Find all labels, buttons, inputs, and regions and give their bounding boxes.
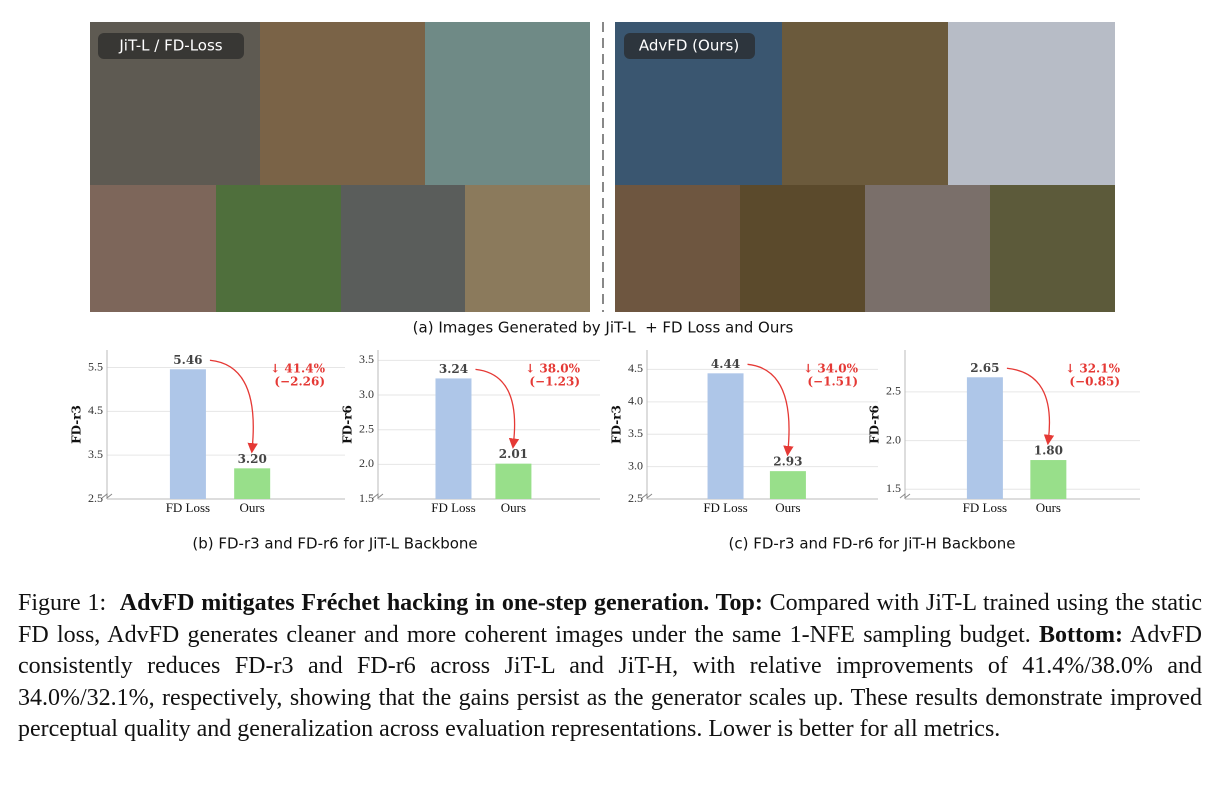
label-box <box>98 33 244 59</box>
y-tick-label: 1.5 <box>886 481 901 495</box>
figure-caption: Figure 1: AdvFD mitigates Fréchet hackin… <box>18 588 1202 746</box>
y-tick-label: 2.5 <box>88 491 103 505</box>
value-label: 2.01 <box>499 447 528 461</box>
x-tick-label: Ours <box>1036 500 1061 515</box>
y-axis-label: FD-r3 <box>610 405 624 444</box>
caption-bold: AdvFD mitigates Fréchet hacking in one-s… <box>119 590 763 616</box>
axis-break <box>372 492 384 500</box>
x-tick-label: FD Loss <box>431 500 475 515</box>
y-tick-label: 3.0 <box>359 387 374 401</box>
image <box>782 22 948 185</box>
value-label: 2.93 <box>773 455 802 469</box>
image <box>216 185 341 312</box>
subcaption: (c) FD-r3 and FD-r6 for JiT-H Backbone <box>729 535 1016 553</box>
value-label: 3.24 <box>439 362 468 376</box>
y-tick-label: 4.0 <box>628 394 643 408</box>
image <box>341 185 465 312</box>
annotation: ↓ 34.0% <box>803 362 858 376</box>
annotation: (−0.85) <box>1069 375 1120 389</box>
y-axis-label: FD-r6 <box>341 405 355 444</box>
annotation: ↓ 38.0% <box>525 362 580 376</box>
figure: JiT-L / FD-Loss AdvFD (Ours) (a) Images … <box>70 22 1140 553</box>
y-axis-label: FD-r6 <box>868 405 882 444</box>
image <box>990 185 1115 312</box>
axis-break <box>899 492 911 500</box>
subcaption: (a) Images Generated by JiT-L + FD Loss … <box>413 319 794 337</box>
caption-text: Compared with JiT-L trained using the st… <box>18 590 1203 648</box>
image <box>425 22 590 185</box>
image <box>260 22 425 185</box>
bar <box>769 471 806 499</box>
annotation: (−1.51) <box>807 375 858 389</box>
x-tick-label: FD Loss <box>703 500 747 515</box>
value-label: 5.46 <box>173 353 202 367</box>
arrow <box>209 359 258 454</box>
bar <box>435 378 472 499</box>
y-tick-label: 4.5 <box>628 361 643 375</box>
y-tick-label: 2.0 <box>359 456 374 470</box>
y-axis-label: FD-r3 <box>70 405 84 444</box>
y-tick-label: 2.5 <box>359 421 374 435</box>
annotation: ↓ 41.4% <box>270 362 325 376</box>
y-tick-label: 3.5 <box>88 447 103 461</box>
bar <box>966 377 1003 499</box>
x-tick-label: Ours <box>501 500 526 515</box>
subcaption: (b) FD-r3 and FD-r6 for JiT-L Backbone <box>192 535 477 553</box>
y-tick-label: 3.0 <box>628 458 643 472</box>
caption-bold: Bottom: <box>1039 621 1124 648</box>
y-tick-label: 3.5 <box>628 426 643 440</box>
image <box>948 22 1115 185</box>
caption-label: Figure 1: <box>18 590 107 616</box>
bar <box>234 468 271 499</box>
image-label: AdvFD (Ours) <box>639 37 739 55</box>
bar <box>1030 460 1067 499</box>
axis-break <box>101 492 113 500</box>
annotation: (−2.26) <box>274 375 325 389</box>
bar <box>495 463 532 499</box>
x-tick-label: FD Loss <box>963 500 1007 515</box>
arrow <box>1006 367 1055 446</box>
arrow <box>475 368 520 449</box>
x-tick-label: Ours <box>240 500 265 515</box>
y-tick-label: 2.5 <box>886 384 901 398</box>
annotation: (−1.23) <box>529 375 580 389</box>
annotation: ↓ 32.1% <box>1065 362 1120 376</box>
value-label: 2.65 <box>970 361 999 375</box>
image-label: JiT-L / FD-Loss <box>118 37 222 55</box>
image <box>465 185 590 312</box>
image <box>615 185 740 312</box>
image <box>740 185 865 312</box>
value-label: 4.44 <box>711 357 740 371</box>
y-tick-label: 4.5 <box>88 403 103 417</box>
y-tick-label: 2.5 <box>628 491 643 505</box>
bar <box>169 369 206 499</box>
image <box>90 185 216 312</box>
y-tick-label: 1.5 <box>359 491 374 505</box>
caption-text: AdvFD consistently reduces FD-r3 and FD-… <box>18 621 1202 743</box>
image-grid: JiT-L / FD-Loss AdvFD (Ours) <box>90 22 1115 312</box>
x-tick-label: FD Loss <box>166 500 210 515</box>
y-tick-label: 2.0 <box>886 432 901 446</box>
arrow <box>747 363 794 457</box>
bar <box>707 373 744 499</box>
y-tick-label: 3.5 <box>359 352 374 366</box>
value-label: 1.80 <box>1034 444 1063 458</box>
axis-break <box>641 492 653 500</box>
value-label: 3.20 <box>238 452 267 466</box>
y-tick-label: 5.5 <box>88 359 103 373</box>
image <box>865 185 990 312</box>
label-box <box>624 33 755 59</box>
x-tick-label: Ours <box>775 500 800 515</box>
